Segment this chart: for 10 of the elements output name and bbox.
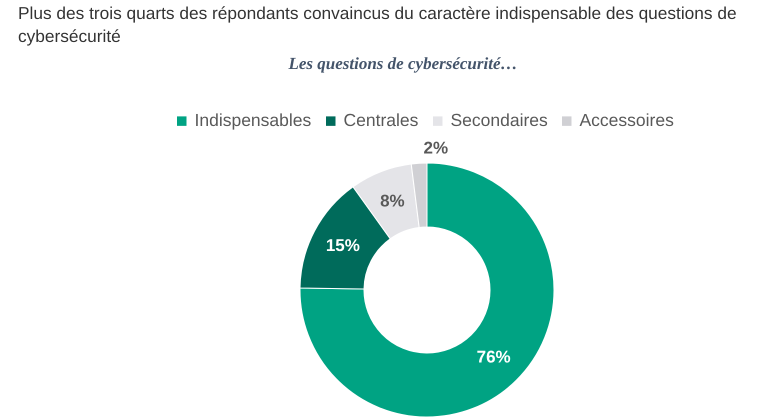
legend-label: Accessoires <box>580 110 674 130</box>
legend-label: Secondaires <box>450 110 548 130</box>
data-label: 8% <box>380 192 405 211</box>
legend-label: Centrales <box>344 110 419 130</box>
chart-title: Plus des trois quarts des répondants convaincus du caractère indispensable des questions de cybersécurité <box>18 3 737 46</box>
data-label: 2% <box>424 138 448 158</box>
data-label: 15% <box>326 236 360 255</box>
chart-subtitle: Les questions de cybersécurité… <box>288 54 518 73</box>
legend-label: Indispensables <box>194 110 312 130</box>
data-label: 76% <box>476 348 511 367</box>
